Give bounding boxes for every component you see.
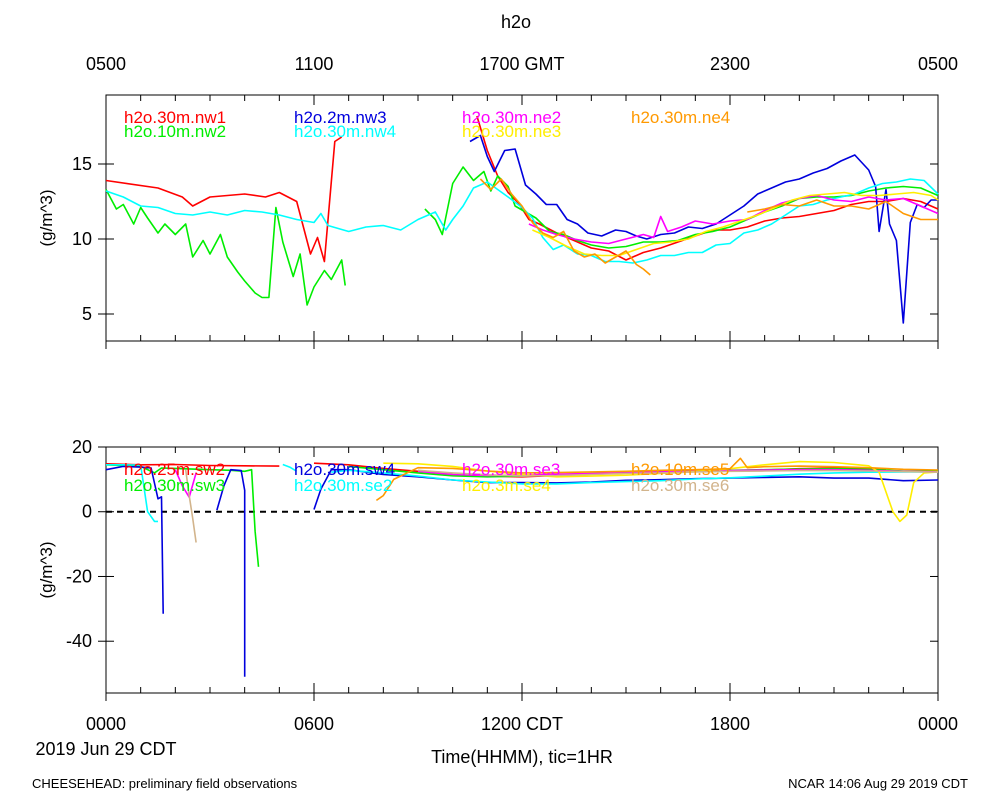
top-y-axis-title: (g/m^3)	[37, 189, 56, 246]
bottom-tick-label: 0600	[294, 714, 334, 734]
series-line-h2o-30m-se6	[184, 469, 197, 543]
top-tick-label: 1100	[295, 54, 334, 74]
y-tick-label: 15	[72, 154, 92, 174]
legend-entry: h2o.30m.se6	[631, 476, 729, 495]
bottom-axis-labels: 0000 0600 1200 CDT 1800 0000	[86, 714, 958, 734]
series-line-h2o-10m-se5	[375, 457, 939, 502]
top-tick-label: 0500	[918, 54, 958, 74]
footer-right: NCAR 14:06 Aug 29 2019 CDT	[788, 776, 968, 791]
top-axis-labels: 0500 1100 1700 GMT 2300 0500	[86, 54, 958, 74]
top-tick-label: 0500	[86, 54, 126, 74]
series-line-h2o-30m-sw4	[105, 465, 164, 614]
series-line-h2o-10m-nw2	[105, 189, 346, 306]
legend-entry: h2o.30m.se2	[294, 476, 392, 495]
x-axis-title: Time(HHMM), tic=1HR	[431, 747, 613, 767]
bottom-tick-label: 1800	[710, 714, 750, 734]
series-line-h2o-30m-ne2	[528, 194, 939, 245]
bottom-tick-label: 1200 CDT	[481, 714, 563, 734]
legend-entry: h2o.30m.sw4	[294, 460, 395, 479]
legend-entry: h2o.30m.sw3	[124, 476, 225, 495]
legend-entry: h2o.25m.sw2	[124, 460, 225, 479]
chart-title: h2o	[501, 12, 531, 32]
series-line-h2o-30m-se2	[282, 463, 298, 472]
legend-entry: h2o.3m.se4	[462, 476, 551, 495]
legend-entry: h2o.30m.ne4	[631, 108, 730, 127]
bottom-y-axis-title: (g/m^3)	[37, 541, 56, 598]
series-layer: h2o.30m.nw1h2o.10m.nw2h2o.2m.nw3h2o.30m.…	[105, 108, 939, 677]
legend-entry: h2o.30m.nw4	[294, 122, 396, 141]
series-line-h2o-30m-nw4	[105, 178, 939, 264]
bottom-tick-label: 0000	[86, 714, 126, 734]
y-tick-label: 10	[72, 229, 92, 249]
series-line-h2o-30m-nw1	[105, 136, 343, 263]
legend-entry: h2o.10m.se5	[631, 460, 729, 479]
legend-entry: h2o.2m.nw3	[294, 108, 387, 127]
series-line-h2o-30m-sw4	[216, 468, 246, 677]
top-tick-label: 1700 GMT	[479, 54, 564, 74]
legend-entry: h2o.10m.nw2	[124, 122, 226, 141]
series-line-h2o-30m-se6	[417, 469, 939, 477]
legend-entry: h2o.30m.ne2	[462, 108, 561, 127]
series-line-h2o-30m-se2	[331, 469, 938, 485]
legend-entry: h2o.30m.ne3	[462, 122, 561, 141]
legend-entry: h2o.30m.se3	[462, 460, 560, 479]
top-tick-label: 2300	[710, 54, 750, 74]
y-tick-label: -40	[66, 631, 92, 651]
y-tick-label: 0	[82, 502, 92, 522]
y-tick-label: -20	[66, 566, 92, 586]
axis-ticks: 5 10 15 -40 -20 0 20	[66, 95, 939, 701]
footer-left: CHEESEHEAD: preliminary field observatio…	[32, 776, 298, 791]
bottom-tick-label: 0000	[918, 714, 958, 734]
series-line-h2o-30m-ne4	[747, 199, 938, 221]
series-line-h2o-30m-sw3	[105, 464, 260, 567]
date-label: 2019 Jun 29 CDT	[35, 739, 176, 759]
series-line-h2o-30m-ne4	[479, 178, 651, 276]
y-tick-label: 5	[82, 304, 92, 324]
series-line-h2o-30m-ne3	[532, 191, 939, 257]
legend-entry: h2o.30m.nw1	[124, 108, 226, 127]
series-line-h2o-30m-se3	[174, 469, 197, 499]
y-tick-label: 20	[72, 437, 92, 457]
series-line-h2o-30m-se2	[106, 463, 158, 523]
series-line-h2o-10m-nw2	[424, 166, 939, 249]
